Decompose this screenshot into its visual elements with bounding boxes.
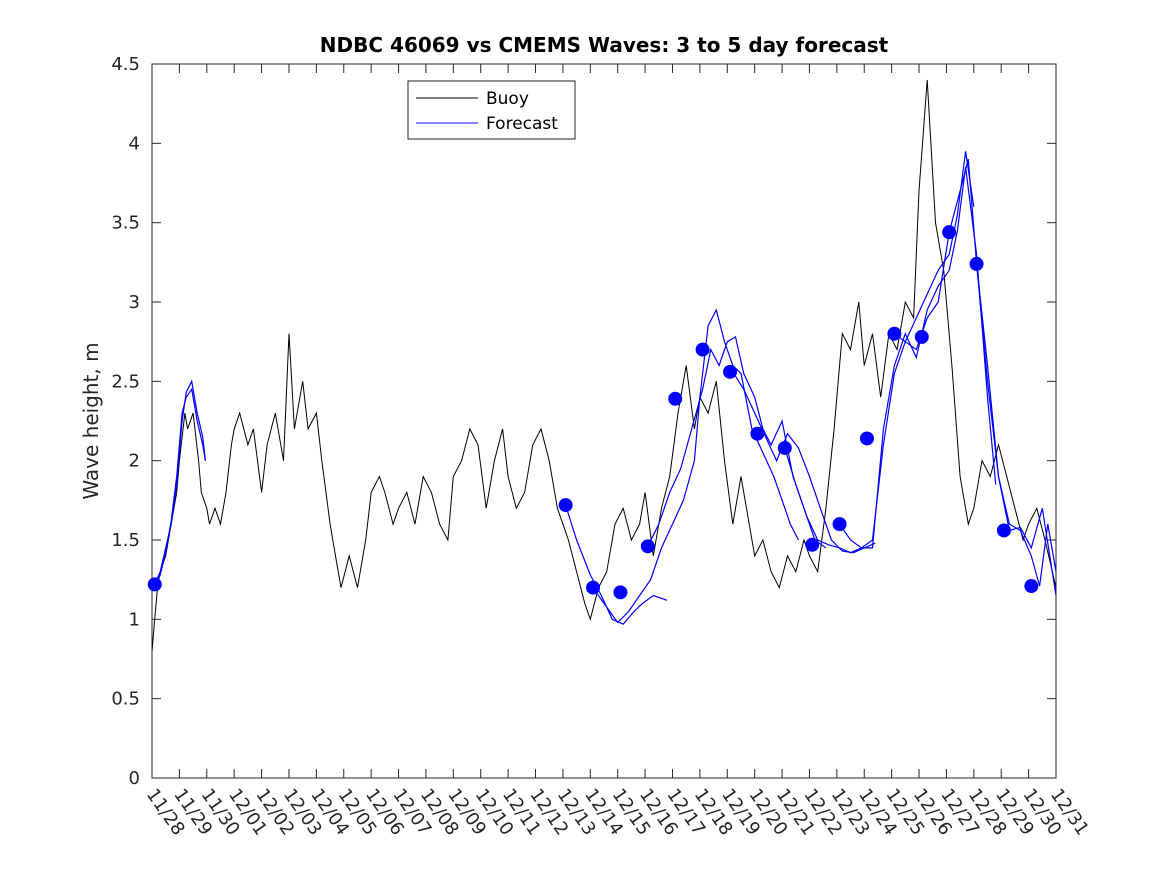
forecast-marker <box>147 577 162 592</box>
y-tick-label: 3.5 <box>111 213 140 234</box>
forecast-marker <box>723 364 738 379</box>
forecast-marker <box>1024 579 1039 594</box>
forecast-marker <box>586 580 601 595</box>
forecast-markers <box>147 225 1039 600</box>
forecast-line <box>784 151 975 554</box>
forecast-marker <box>558 498 573 513</box>
forecast-marker <box>668 391 683 406</box>
plot-background <box>151 63 1057 779</box>
forecast-line <box>154 379 206 585</box>
forecast-marker <box>777 440 792 455</box>
forecast-line <box>592 308 800 624</box>
buoy-line <box>152 79 1056 652</box>
y-tick-label: 2.5 <box>111 371 140 392</box>
forecast-marker <box>887 326 902 341</box>
forecast-marker <box>805 537 820 552</box>
forecast-line <box>976 263 1056 587</box>
y-tick-label: 3 <box>129 292 140 313</box>
y-tick-label: 0 <box>129 768 140 789</box>
legend-box <box>407 80 576 140</box>
legend: Buoy Forecast <box>407 80 576 140</box>
buoy-series <box>152 79 1056 652</box>
forecast-marker <box>613 585 628 600</box>
chart-title: NDBC 46069 vs CMEMS Waves: 3 to 5 day fo… <box>320 33 889 57</box>
y-axis: 0 0.5 1 1.5 2 2.5 3 3.5 4 4.5 <box>111 54 1056 789</box>
forecast-marker <box>859 431 874 446</box>
forecast-marker <box>750 426 765 441</box>
y-tick-label: 1 <box>129 609 140 630</box>
forecast-marker <box>914 329 929 344</box>
legend-forecast-label: Forecast <box>486 114 558 134</box>
y-tick-label: 4.5 <box>111 54 140 75</box>
forecast-marker <box>969 256 984 271</box>
forecast-marker <box>640 539 655 554</box>
legend-buoy-label: Buoy <box>486 89 529 109</box>
x-axis: 11/2811/2911/3012/0112/0212/0312/0412/05… <box>142 64 1093 839</box>
y-tick-label: 2 <box>129 451 140 472</box>
forecast-marker <box>942 225 957 240</box>
y-tick-label: 1.5 <box>111 530 140 551</box>
forecast-marker <box>695 342 710 357</box>
forecast-line <box>154 387 206 585</box>
y-tick-label: 4 <box>129 133 140 154</box>
forecast-marker <box>996 523 1011 538</box>
y-axis-label: Wave height, m <box>79 342 103 499</box>
forecast-marker <box>832 517 847 532</box>
y-tick-label: 0.5 <box>111 689 140 710</box>
